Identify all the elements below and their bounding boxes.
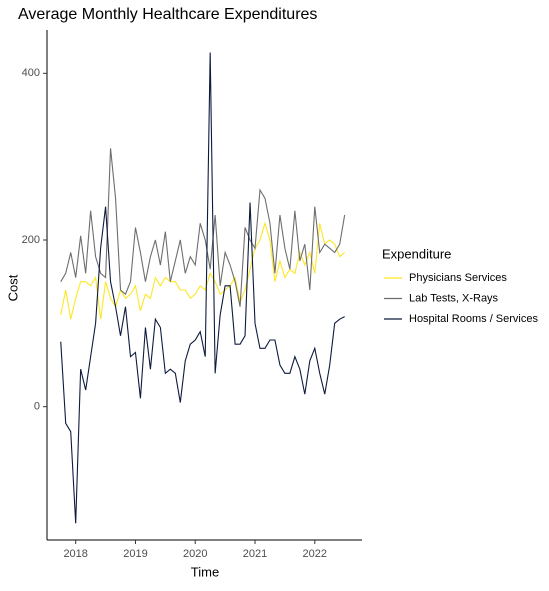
series-line [60,148,346,307]
legend-label: Lab Tests, X-Rays [409,292,499,304]
legend-label: Physicians Services [409,272,507,284]
x-tick-label: 2019 [123,548,147,560]
x-tick-label: 2021 [243,548,267,560]
y-tick-label: 400 [22,67,40,79]
legend-title: Expenditure [382,246,451,261]
x-tick-label: 2020 [183,548,207,560]
x-axis-label: Time [191,564,219,579]
chart-title: Average Monthly Healthcare Expenditures [18,6,317,23]
series-line [60,221,346,320]
y-tick-label: 200 [22,234,40,246]
x-tick-label: 2018 [63,548,87,560]
legend-label: Hospital Rooms / Services [409,313,538,325]
y-axis-label: Cost [5,274,20,301]
x-tick-label: 2022 [303,548,327,560]
y-tick-label: 0 [34,401,40,413]
series-line [60,52,345,524]
